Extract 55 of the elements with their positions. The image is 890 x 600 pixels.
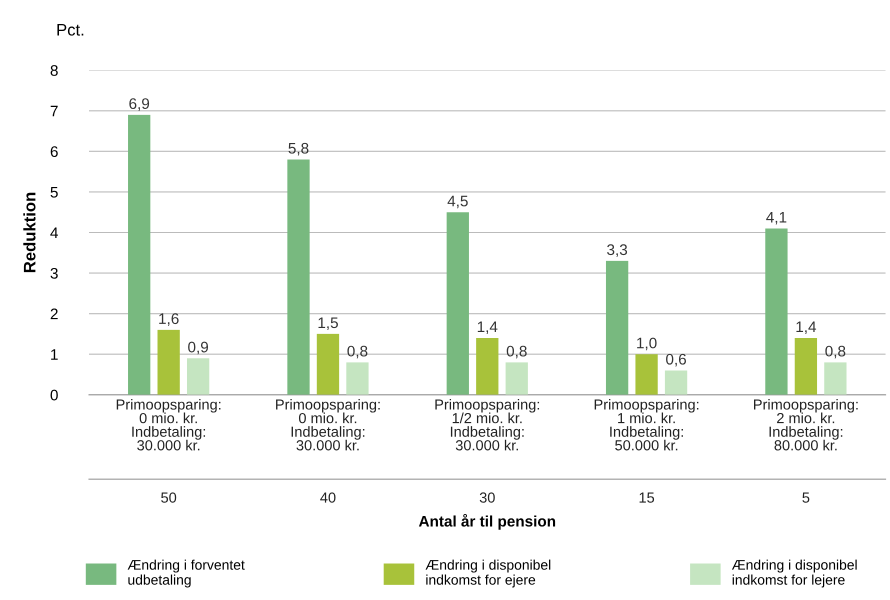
x-tick-label: 30 — [480, 492, 495, 503]
bar — [128, 114, 150, 395]
data-label: 6,9 — [129, 98, 150, 111]
bar — [287, 159, 310, 395]
y-tick-label: 6 — [50, 146, 58, 158]
bar — [664, 370, 688, 395]
text: Primoopsparing: 0 mio. kr. Indbetaling: 30.000 kr. — [276, 398, 380, 450]
text: Primoopsparing: 2 mio. kr. Indbetaling: 80.000 kr. — [754, 398, 858, 450]
y-tick-label: 3 — [50, 268, 58, 279]
text: Pct. — [57, 24, 84, 36]
data-label: 5,8 — [288, 142, 308, 156]
bar — [765, 228, 788, 395]
x-axis-title: Antal år til pension — [418, 514, 556, 530]
bar — [158, 330, 180, 395]
x-tick-label: 50 — [161, 492, 176, 503]
data-label: 0,8 — [825, 346, 846, 358]
y-tick-label: 1 — [51, 349, 58, 360]
text: Primoopsparing: 1 mio. kr. Indbetaling: 50.000 kr. — [594, 398, 698, 450]
bar — [346, 362, 369, 395]
x-tick-label: 40 — [320, 492, 336, 503]
bar — [794, 338, 818, 395]
bar — [316, 334, 340, 395]
y-tick-label: 8 — [50, 65, 58, 76]
y-tick-label: 4 — [50, 228, 58, 238]
y-tick-label: 2 — [50, 308, 58, 320]
y-tick-label: 7 — [50, 106, 58, 116]
x-tick-label: 15 — [640, 492, 654, 503]
data-label: 4,1 — [766, 212, 786, 224]
data-label: 3,3 — [607, 244, 628, 257]
y-tick-label: 5 — [50, 186, 58, 198]
text: Primoopsparing: 0 mio. kr. Indbetaling: 30.000 kr. — [116, 398, 220, 450]
bar — [186, 358, 210, 395]
data-label: 0,6 — [666, 354, 686, 366]
text: Primoopsparing: 1/2 mio. kr. Indbetaling: 30.000 kr. — [435, 398, 540, 450]
bar — [446, 212, 469, 395]
bar — [824, 362, 847, 395]
bar — [476, 338, 498, 395]
data-label: 1,4 — [478, 322, 498, 334]
legend-label: Ændring i disponibel indkomst for lejere — [732, 560, 857, 588]
data-label: 0,9 — [188, 342, 208, 354]
data-label: 0,8 — [347, 346, 368, 358]
data-label: 1,6 — [159, 313, 179, 326]
data-label: 0,8 — [506, 346, 527, 358]
bar — [506, 362, 528, 395]
data-label: 1,0 — [637, 338, 657, 350]
legend-label: Ændring i forventet udbetaling — [128, 560, 245, 588]
data-label: 1,4 — [796, 322, 816, 334]
bar — [635, 354, 658, 395]
y-tick-label: 0 — [50, 390, 58, 400]
data-label: 1,5 — [318, 317, 338, 330]
bar — [606, 260, 628, 395]
x-tick-label: 5 — [802, 492, 810, 503]
y-axis-title: Reduktion — [23, 192, 36, 272]
legend-label: Ændring i disponibel indkomst for ejere — [426, 560, 550, 588]
data-label: 4,5 — [448, 196, 468, 208]
